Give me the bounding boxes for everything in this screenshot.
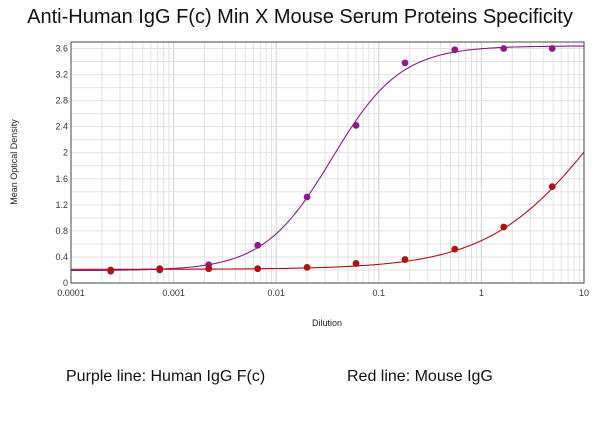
data-point xyxy=(548,45,556,52)
x-tick-label: 10 xyxy=(579,288,589,298)
data-point xyxy=(156,265,164,273)
data-point xyxy=(254,241,262,249)
data-point xyxy=(352,121,360,129)
y-tick-label: 2.8 xyxy=(55,96,68,106)
data-point xyxy=(107,266,115,274)
data-point xyxy=(500,45,508,52)
data-point xyxy=(352,260,360,267)
data-point xyxy=(303,193,311,201)
data-point xyxy=(401,256,409,263)
data-point xyxy=(303,263,311,271)
x-tick-label: 0.001 xyxy=(162,288,185,298)
y-tick-label: 3.6 xyxy=(55,44,68,54)
fit-curve-mouse-igg xyxy=(71,151,585,270)
legend-purple: Purple line: Human IgG F(c) xyxy=(66,368,266,385)
y-tick-label: 2 xyxy=(63,148,68,158)
x-tick-label: 0.1 xyxy=(373,288,386,298)
data-point xyxy=(205,265,213,273)
data-point xyxy=(451,46,459,54)
x-tick-label: 0.0001 xyxy=(57,288,85,298)
chart-title: Anti-Human IgG F(c) Min X Mouse Serum Pr… xyxy=(27,6,573,28)
legend-red: Red line: Mouse IgG xyxy=(347,368,493,385)
grid xyxy=(70,42,584,283)
data-point xyxy=(401,59,409,67)
data-point xyxy=(451,245,459,253)
y-tick-label: 0.4 xyxy=(55,252,68,262)
ticks: 0.0001 0.001 0.01 0.1 1 10 0 0.4 0.8 1.2 1.6 2 2.4 2.… xyxy=(55,44,589,298)
y-tick-label: 1.2 xyxy=(55,200,68,210)
x-tick-label: 0.01 xyxy=(267,288,285,298)
y-tick-label: 0 xyxy=(63,278,68,288)
y-axis-label: Mean Optical Density xyxy=(9,119,19,205)
y-tick-label: 2.4 xyxy=(55,122,68,132)
curves xyxy=(71,45,585,272)
x-axis-label: Dilution xyxy=(312,318,342,328)
y-tick-label: 1.6 xyxy=(55,174,68,184)
data-point xyxy=(500,223,508,231)
plot-frame xyxy=(70,41,585,284)
y-tick-label: 0.8 xyxy=(55,226,68,236)
data-point xyxy=(254,265,262,273)
x-tick-label: 1 xyxy=(479,288,484,298)
data-point xyxy=(548,183,556,191)
fit-curve-human-igg xyxy=(71,45,584,272)
y-tick-label: 3.2 xyxy=(55,70,68,80)
points xyxy=(107,45,556,275)
